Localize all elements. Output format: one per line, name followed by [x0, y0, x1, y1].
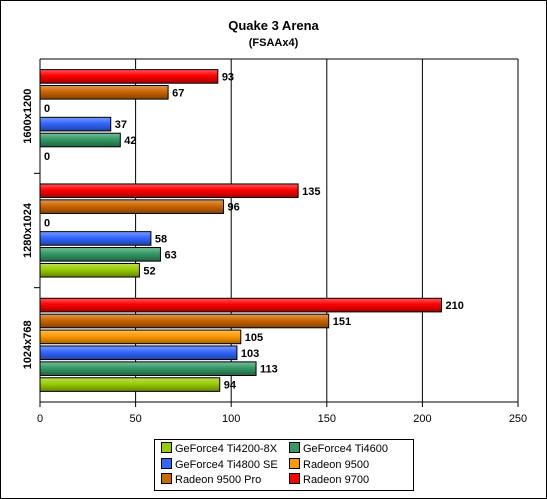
- value-label-geforce4-ti4800-se-1600x1200: 37: [115, 119, 127, 131]
- chart-legend: GeForce4 Ti4200-8X GeForce4 Ti4600 GeForce…: [154, 439, 414, 491]
- value-label-radeon-9500-1600x1200: 0: [44, 103, 50, 115]
- value-label-radeon-9700-1280x1024: 135: [302, 186, 320, 198]
- value-label-geforce4-ti4600-1024x768: 113: [260, 364, 278, 376]
- x-tick-label: 250: [509, 413, 527, 425]
- bar-radeon-9700-1600x1200: [39, 69, 219, 84]
- value-label-geforce4-ti4600-1600x1200: 42: [124, 135, 136, 147]
- value-label-radeon-9500-pro-1600x1200: 67: [172, 87, 184, 99]
- legend-swatch: [289, 457, 300, 469]
- value-label-radeon-9700-1600x1200: 93: [222, 71, 234, 83]
- legend-label: GeForce4 Ti4800 SE: [175, 458, 278, 471]
- bar-radeon-9500-pro-1280x1024: [39, 199, 225, 214]
- bar-geforce4-ti4600-1600x1200: [39, 132, 121, 148]
- value-label-radeon-9500-1280x1024: 0: [44, 218, 50, 230]
- x-tick-label: 50: [129, 413, 141, 425]
- legend-label: GeForce4 Ti4200-8X: [175, 443, 278, 455]
- y-category-label-1280x1024: 1280x1024: [22, 202, 34, 258]
- value-label-geforce4-ti4200-8x-1024x768: 94: [224, 380, 237, 392]
- bar-radeon-9700-1280x1024: [39, 183, 299, 199]
- legend-label: GeForce4 Ti4600: [303, 443, 388, 455]
- legend-item-geforce4-ti4600: GeForce4 Ti4600: [289, 442, 388, 456]
- bar-geforce4-ti4800-se-1280x1024: [39, 231, 152, 246]
- bar-geforce4-ti4600-1024x768: [39, 361, 257, 376]
- bar-geforce4-ti4600-1280x1024: [39, 247, 161, 262]
- bar-radeon-9500-pro-1600x1200: [39, 85, 169, 100]
- bar-radeon-9700-1024x768: [39, 297, 443, 313]
- value-label-radeon-9500-pro-1024x768: 151: [333, 316, 351, 328]
- bar-geforce4-ti4200-8x-1280x1024: [39, 262, 140, 278]
- y-category-label-1600x1200: 1600x1200: [22, 89, 34, 144]
- y-category-label-1024x768: 1024x768: [22, 320, 34, 369]
- legend-item-radeon-9700: Radeon 9700: [289, 473, 369, 487]
- legend-item-geforce4-ti4200-8x: GeForce4 Ti4200-8X: [161, 442, 277, 456]
- legend-swatch: [289, 442, 300, 453]
- value-label-geforce4-ti4200-8x-1600x1200: 0: [44, 151, 50, 163]
- legend-label: Radeon 9500: [303, 458, 370, 471]
- x-tick-label: 100: [222, 413, 240, 425]
- bar-radeon-9500-pro-1024x768: [39, 313, 330, 329]
- legend-label: Radeon 9500 Pro: [175, 474, 262, 486]
- bar-geforce4-ti4800-se-1600x1200: [39, 116, 112, 132]
- x-tick-label: 200: [413, 413, 431, 425]
- value-label-geforce4-ti4200-8x-1280x1024: 52: [143, 265, 155, 277]
- value-label-radeon-9700-1024x768: 210: [446, 300, 464, 312]
- bar-geforce4-ti4200-8x-1024x768: [39, 377, 221, 392]
- legend-swatch: [161, 473, 172, 484]
- x-tick-label: 150: [318, 413, 336, 425]
- legend-swatch: [289, 473, 300, 484]
- chart-title: Quake 3 Arena: [228, 18, 319, 33]
- legend-label: Radeon 9700: [303, 474, 370, 486]
- value-label-radeon-9500-pro-1280x1024: 96: [228, 202, 240, 214]
- value-label-geforce4-ti4800-se-1024x768: 103: [241, 348, 259, 360]
- legend-item-geforce4-ti4800-se: GeForce4 Ti4800 SE: [161, 457, 278, 472]
- value-label-geforce4-ti4600-1280x1024: 63: [164, 249, 176, 261]
- chart-subtitle: (FSAAx4): [248, 37, 299, 49]
- legend-swatch: [161, 457, 172, 469]
- value-label-radeon-9500-1024x768: 105: [245, 332, 263, 344]
- legend-item-radeon-9500: Radeon 9500: [289, 457, 370, 472]
- x-tick-label: 0: [37, 413, 43, 425]
- bar-geforce4-ti4800-se-1024x768: [39, 345, 238, 361]
- legend-swatch: [161, 442, 172, 453]
- value-label-geforce4-ti4800-se-1280x1024: 58: [155, 233, 167, 245]
- legend-item-radeon-9500-pro: Radeon 9500 Pro: [161, 473, 261, 487]
- bar-radeon-9500-1024x768: [39, 329, 242, 345]
